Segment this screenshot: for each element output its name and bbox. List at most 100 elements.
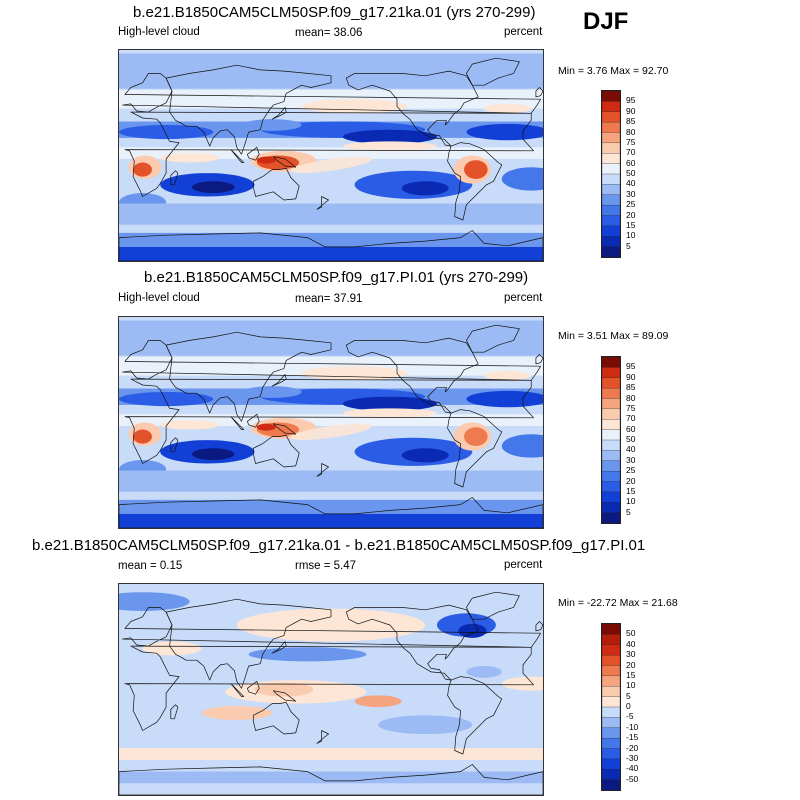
colorbar-box [602,357,620,368]
field-band [119,89,543,109]
colorbar-box [602,769,620,781]
field-contour [466,390,543,408]
colorbar-tick-label: 30 [626,454,636,465]
panel3-minmax: Min = -22.72 Max = 21.68 [558,597,678,609]
colorbar-box [602,419,620,431]
coastline [466,591,520,620]
panel2-units: percent [504,292,543,304]
colorbar-box [602,184,620,196]
panel3-colorbar-labels: 50 40 30 20 15 10 5 0 -5 -10 -15 -20 -30 -40 -50 [626,623,656,789]
field-band [119,203,543,225]
colorbar-box [602,173,620,185]
field-contour [501,167,543,191]
field-band [119,414,543,427]
field-contour [484,103,532,114]
field-contour [236,608,426,642]
field-contour [466,666,502,678]
colorbar-tick-label: 5 [626,506,631,517]
colorbar-tick-label: -5 [626,711,634,722]
colorbar-tick-label: 40 [626,638,636,649]
panel1-units: percent [504,26,543,38]
field-contour [254,682,314,697]
colorbar-box [602,624,620,635]
colorbar-box [602,686,620,698]
field-contour [484,370,532,381]
colorbar-box [602,470,620,482]
panel3-units: percent [504,559,543,571]
coastline [230,683,245,697]
panel3-colorbar [601,623,621,791]
field-contour [248,647,367,662]
coastline [345,604,479,681]
colorbar-tick-label: 50 [626,628,636,639]
colorbar-tick-label: 10 [626,496,636,507]
colorbar-box [602,142,620,154]
panel3-title: b.e21.B1850CAM5CLM50SP.f09_g17.21ka.01 -… [32,537,646,554]
coastline [447,409,503,488]
panel3-rmse: rmse = 5.47 [295,560,357,572]
colorbar-tick-label: 85 [626,382,636,393]
panel3-map [118,583,544,796]
colorbar-box [602,387,620,399]
field-band [119,147,543,160]
panel1-minmax: Min = 3.76 Max = 92.70 [558,65,669,77]
coastline [271,374,287,387]
field-band [119,513,543,528]
panel2-colorbar [601,356,621,524]
coastline [165,598,332,689]
field-contour [142,641,202,656]
field-band [119,232,543,247]
field-contour [242,119,302,131]
colorbar-tick-label: 30 [626,188,636,199]
field-contour [501,434,543,458]
colorbar-tick-label: 40 [626,444,636,455]
coastline [271,107,287,120]
panel1-colorbar [601,90,621,258]
field-contour [192,181,235,194]
colorbar-box [602,204,620,216]
colorbar-tick-label: 20 [626,475,636,486]
season-label: DJF [583,8,629,35]
panel1-colorbar-labels: 95 90 85 80 75 70 60 50 40 30 25 20 15 10 5 [626,90,656,256]
panel2-map [118,316,544,529]
colorbar-tick-label: -20 [626,742,639,753]
colorbar-box [602,502,620,514]
field-contour [160,420,220,430]
panel2-colorbar-labels: 95 90 85 80 75 70 60 50 40 30 25 20 15 10 5 [626,356,656,522]
colorbar-box [602,132,620,144]
colorbar-box [602,717,620,729]
colorbar-box [602,215,620,227]
coastline [345,337,479,414]
colorbar-box [602,779,620,790]
colorbar-tick-label: 0 [626,701,631,711]
field-contour [342,396,437,411]
coastline [247,146,260,161]
colorbar-box [602,665,620,677]
coastline [316,463,329,477]
colorbar-box [602,377,620,389]
colorbar-tick-label: 10 [626,680,636,691]
colorbar-tick-label: 15 [626,219,636,230]
field-band [119,499,543,514]
colorbar-box [602,429,620,441]
field-band [119,320,543,356]
panel2-mean: mean= 37.91 [295,293,363,305]
colorbar-tick-label: 15 [626,669,636,680]
colorbar-tick-label: 60 [626,423,636,434]
colorbar-box [602,91,620,102]
field-contour [119,592,190,611]
coastline [170,170,179,186]
colorbar-box [602,460,620,472]
panel1-variable-label: High-level cloud [118,26,200,38]
coastline [316,730,329,744]
colorbar-tick-label: -40 [626,763,639,774]
field-band [119,356,543,376]
colorbar-tick-label: 90 [626,371,636,382]
field-contour [133,429,152,444]
colorbar-box [602,246,620,257]
coastline [170,437,179,453]
field-contour [192,448,235,461]
field-contour [401,448,449,463]
colorbar-box [602,236,620,248]
colorbar-tick-label: -50 [626,773,639,784]
